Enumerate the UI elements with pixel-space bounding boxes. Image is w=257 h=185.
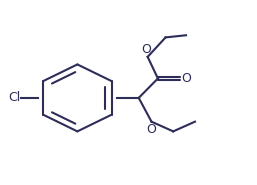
Text: O: O — [146, 123, 157, 136]
Text: O: O — [141, 43, 151, 56]
Text: Cl: Cl — [8, 91, 20, 104]
Text: O: O — [181, 72, 191, 85]
